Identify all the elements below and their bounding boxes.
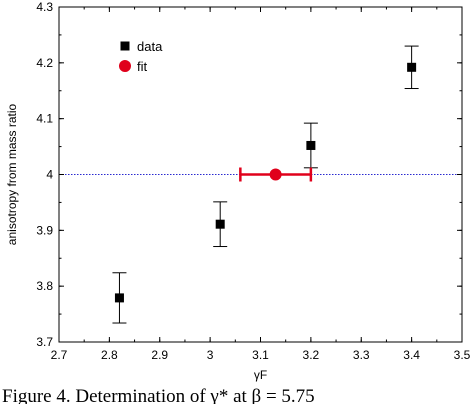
y-tick-label: 3.9 (36, 223, 53, 237)
legend-label: fit (137, 59, 148, 74)
x-tick-label: 3.3 (353, 348, 370, 362)
legend-marker-data (120, 41, 130, 51)
legend-marker-fit (119, 60, 131, 72)
x-tick-label: 2.7 (51, 348, 68, 362)
data-point (407, 62, 417, 72)
data-point (215, 219, 225, 229)
y-tick-label: 3.8 (36, 279, 53, 293)
y-tick-label: 3.7 (36, 335, 53, 349)
x-tick-label: 3.5 (454, 348, 471, 362)
x-tick-label: 2.8 (101, 348, 118, 362)
y-axis-title: anisotropy from mass ratio (5, 103, 19, 245)
legend-label: data (137, 39, 163, 54)
data-point (306, 140, 316, 150)
data-marks (112, 45, 419, 324)
x-axis-title: γF (254, 368, 267, 382)
data-point (114, 293, 124, 303)
legend: data fit (119, 39, 163, 74)
x-tick-label: 2.9 (151, 348, 168, 362)
x-tick-label: 3.4 (403, 348, 420, 362)
x-tick-label: 3 (207, 348, 214, 362)
fit-point (269, 168, 282, 181)
y-tick-label: 4 (46, 168, 53, 182)
axis-ticks: 2.7 2.8 2.9 3 3.1 3.2 3.3 3.4 3.5 3.7 3.8 3.9 4 4.1 4.… (36, 0, 470, 362)
chart: 2.7 2.8 2.9 3 3.1 3.2 3.3 3.4 3.5 3.7 3.8 3.9 4 4.1 4.… (5, 0, 471, 382)
y-tick-label: 4.2 (36, 56, 53, 70)
figure-caption: Figure 4. Determination of γ* at β = 5.7… (2, 386, 315, 404)
x-tick-label: 3.1 (252, 348, 269, 362)
x-tick-label: 3.2 (303, 348, 320, 362)
y-tick-label: 4.1 (36, 112, 53, 126)
y-tick-label: 4.3 (36, 0, 53, 14)
